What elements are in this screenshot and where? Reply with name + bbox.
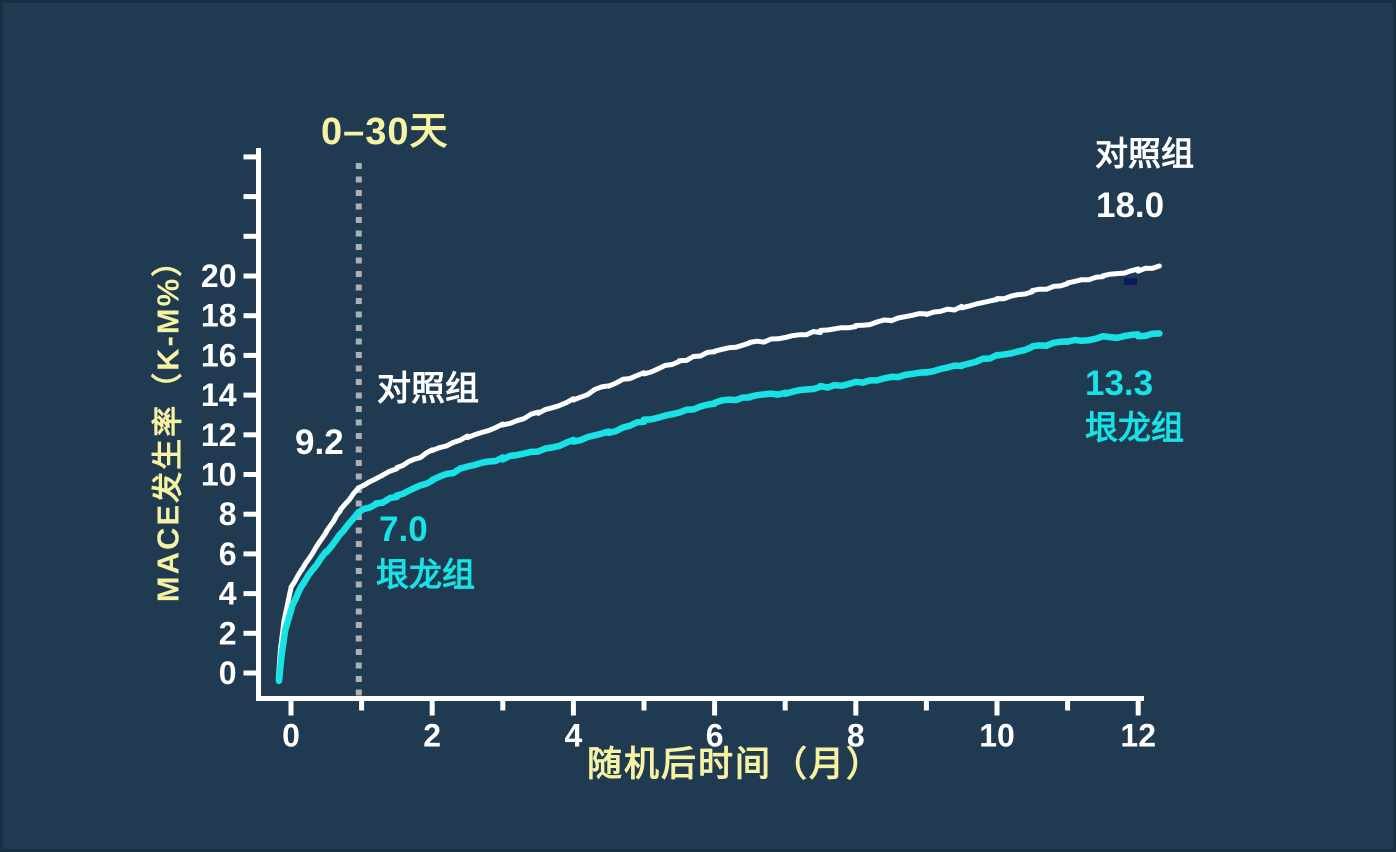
stray-mark (1124, 278, 1137, 285)
treatment-end-value: 13.3 (1085, 364, 1154, 403)
y-tick-label: 16 (201, 337, 237, 373)
y-tick-label: 6 (219, 536, 237, 572)
y-tick-label: 20 (201, 258, 237, 294)
y-tick-label: 8 (219, 496, 237, 532)
treatment-30d-value: 7.0 (379, 510, 428, 549)
x-tick-label: 2 (423, 718, 441, 754)
x-tick-label: 4 (565, 718, 583, 754)
y-tick-label: 18 (201, 298, 237, 334)
x-tick-label: 0 (282, 718, 300, 754)
control-30d-value: 9.2 (295, 423, 344, 462)
control-curve-label-left: 对照组 (377, 370, 479, 408)
y-tick-label: 10 (201, 457, 237, 493)
series-curve-control (275, 263, 1162, 682)
y-tick-label: 12 (201, 417, 237, 453)
y-tick-label: 14 (201, 377, 237, 413)
x-tick-label: 8 (847, 718, 865, 754)
x-tick-label: 12 (1120, 718, 1156, 754)
period-annotation: 0–30天 (321, 111, 449, 153)
y-tick-label: 4 (219, 576, 237, 612)
series-curve-treatment (275, 330, 1163, 685)
treatment-curve-label-left: 垠龙组 (376, 556, 475, 593)
x-axis-title: 随机后时间（月） (587, 745, 884, 784)
x-tick-label: 6 (706, 718, 724, 754)
x-tick-label: 10 (979, 718, 1015, 754)
y-tick-label: 0 (219, 655, 237, 691)
control-curve-label-right: 对照组 (1095, 135, 1194, 172)
y-axis-title: MACE发生率（K-M%） (150, 243, 186, 603)
y-tick-label: 2 (219, 615, 237, 651)
treatment-curve-label-right: 垠龙组 (1085, 409, 1184, 446)
control-end-value: 18.0 (1096, 186, 1165, 225)
